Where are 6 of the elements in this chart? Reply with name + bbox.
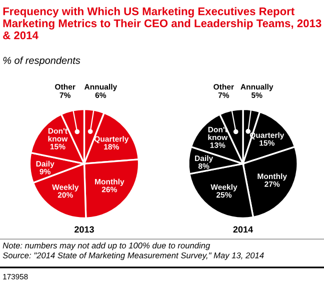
text: Frequency with Which US Marketing Executives Report Marketing Metrics to Their CEO and Leadership Teams, 2013 & 2014	[3, 7, 322, 40]
source-note: Source: "2014 State of Marketing Measurement Survey," May 13, 2014	[2, 252, 264, 260]
text: 2013	[74, 226, 94, 233]
chart-subtitle: % of respondents	[3, 56, 80, 66]
text: 2014	[233, 226, 253, 233]
text: Note: numbers may not add up to 100% due to rounding	[2, 242, 210, 250]
